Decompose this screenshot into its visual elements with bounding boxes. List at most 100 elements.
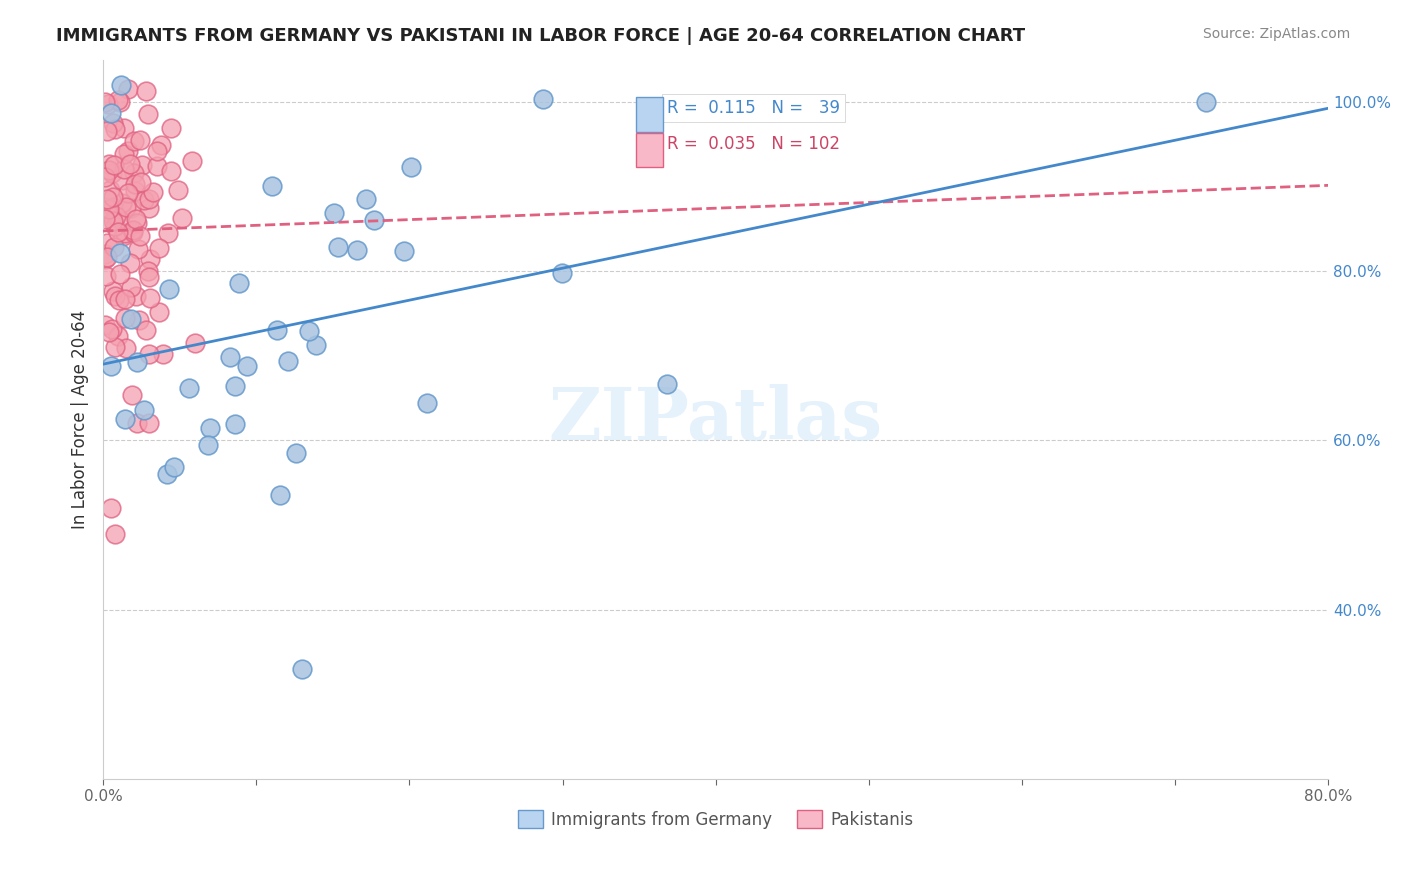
Point bbox=[97, 202, 120, 216]
Point bbox=[260, 178, 283, 193]
Point bbox=[145, 144, 167, 158]
Point bbox=[416, 396, 439, 410]
Point bbox=[114, 341, 136, 355]
Point bbox=[197, 437, 219, 451]
Point bbox=[103, 190, 125, 204]
Point bbox=[101, 200, 124, 214]
Point bbox=[399, 161, 422, 175]
Point bbox=[100, 209, 122, 223]
Point bbox=[104, 526, 127, 541]
Point bbox=[122, 225, 145, 239]
Point bbox=[285, 446, 308, 460]
Point bbox=[139, 291, 162, 305]
Point bbox=[163, 460, 186, 475]
Point bbox=[128, 312, 150, 326]
Point bbox=[228, 277, 250, 291]
Point bbox=[124, 184, 146, 198]
Point bbox=[125, 216, 148, 230]
Point bbox=[97, 96, 120, 111]
Point bbox=[354, 192, 377, 206]
Point bbox=[96, 235, 118, 250]
Point bbox=[219, 350, 242, 364]
Point bbox=[93, 95, 115, 110]
Point bbox=[110, 78, 132, 92]
Point bbox=[551, 266, 574, 280]
Point bbox=[114, 292, 136, 306]
Text: IMMIGRANTS FROM GERMANY VS PAKISTANI IN LABOR FORCE | AGE 20-64 CORRELATION CHAR: IMMIGRANTS FROM GERMANY VS PAKISTANI IN … bbox=[56, 27, 1025, 45]
Point bbox=[138, 201, 160, 215]
Point bbox=[101, 284, 124, 298]
Point bbox=[142, 185, 165, 199]
Point bbox=[108, 95, 131, 110]
Point bbox=[94, 268, 117, 283]
Point bbox=[322, 206, 344, 220]
Point bbox=[129, 175, 152, 189]
Point bbox=[112, 120, 135, 135]
Point bbox=[156, 226, 179, 240]
Point bbox=[114, 310, 136, 325]
Point bbox=[155, 467, 177, 482]
Point bbox=[291, 662, 314, 676]
Point bbox=[103, 289, 125, 303]
Point bbox=[101, 322, 124, 336]
Point bbox=[117, 82, 139, 96]
Point bbox=[125, 212, 148, 227]
Point bbox=[160, 120, 183, 135]
Point bbox=[120, 280, 142, 294]
Point bbox=[121, 388, 143, 402]
Point bbox=[120, 311, 142, 326]
Point bbox=[112, 229, 135, 244]
Point bbox=[1194, 95, 1216, 109]
Point bbox=[108, 246, 131, 260]
Point bbox=[136, 264, 159, 278]
Point bbox=[363, 212, 385, 227]
Point bbox=[138, 417, 160, 431]
Point bbox=[118, 156, 141, 170]
Point bbox=[160, 164, 183, 178]
Point bbox=[93, 169, 115, 184]
Point bbox=[112, 162, 135, 177]
Point bbox=[138, 270, 160, 285]
Point bbox=[105, 209, 128, 223]
Point bbox=[328, 240, 350, 254]
Point bbox=[128, 228, 150, 243]
Point bbox=[100, 359, 122, 374]
Point bbox=[111, 195, 134, 210]
FancyBboxPatch shape bbox=[636, 97, 664, 131]
Point bbox=[172, 211, 194, 225]
Y-axis label: In Labor Force | Age 20-64: In Labor Force | Age 20-64 bbox=[72, 310, 89, 529]
Point bbox=[101, 214, 124, 228]
Point bbox=[104, 121, 127, 136]
Legend: Immigrants from Germany, Pakistanis: Immigrants from Germany, Pakistanis bbox=[510, 804, 920, 835]
Point bbox=[120, 201, 142, 215]
Point bbox=[135, 84, 157, 98]
Point bbox=[184, 336, 207, 351]
Point bbox=[96, 250, 118, 264]
Point bbox=[277, 354, 299, 368]
Point bbox=[121, 223, 143, 237]
Point bbox=[346, 243, 368, 257]
Point bbox=[132, 194, 155, 208]
Point bbox=[139, 252, 162, 266]
Point bbox=[132, 403, 155, 417]
Point bbox=[114, 146, 136, 161]
Point bbox=[104, 340, 127, 354]
Point bbox=[180, 154, 202, 169]
Point bbox=[107, 93, 129, 107]
Point bbox=[122, 166, 145, 180]
Point bbox=[269, 488, 291, 502]
Point bbox=[127, 355, 149, 369]
FancyBboxPatch shape bbox=[636, 133, 664, 168]
Point bbox=[138, 347, 160, 361]
Point bbox=[157, 282, 180, 296]
Point bbox=[152, 347, 174, 361]
Point bbox=[655, 376, 678, 391]
Point bbox=[125, 288, 148, 302]
Point bbox=[118, 256, 141, 270]
Text: Source: ZipAtlas.com: Source: ZipAtlas.com bbox=[1202, 27, 1350, 41]
Point bbox=[104, 219, 127, 233]
Point bbox=[98, 157, 121, 171]
Point bbox=[114, 226, 136, 240]
Point bbox=[97, 163, 120, 178]
Point bbox=[117, 144, 139, 158]
